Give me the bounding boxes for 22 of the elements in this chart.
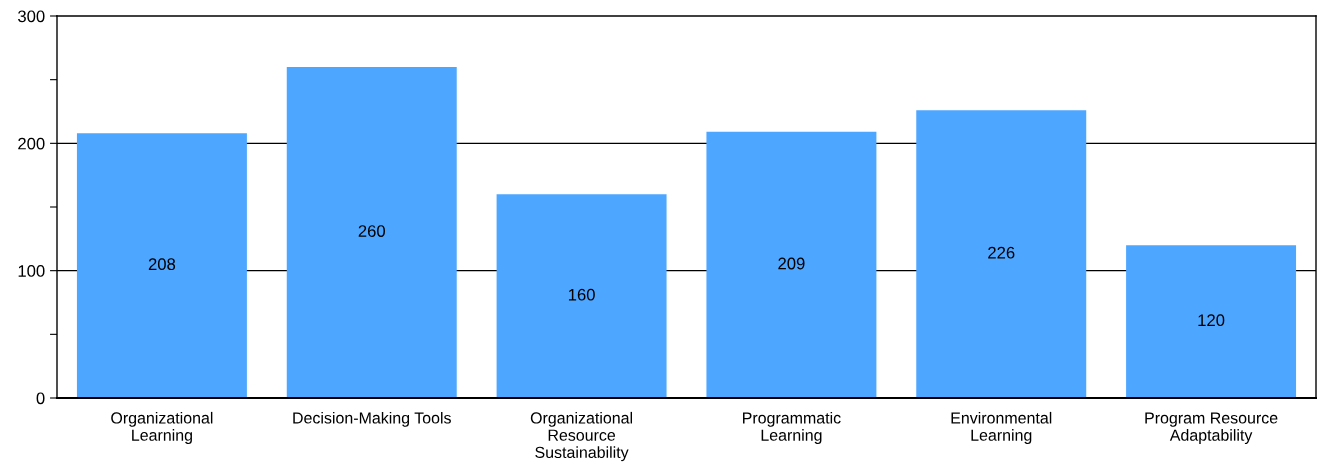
data-label: 208 bbox=[148, 258, 176, 271]
data-label: 160 bbox=[568, 288, 595, 301]
y-tick-label: 300 bbox=[18, 10, 45, 23]
y-tick-label: 100 bbox=[18, 265, 45, 277]
data-label: 260 bbox=[358, 225, 385, 237]
bar bbox=[286, 66, 457, 398]
x-tick-label: Organizational Learning bbox=[111, 411, 213, 444]
y-tick-label: 200 bbox=[18, 137, 45, 150]
data-label: 209 bbox=[778, 257, 805, 270]
x-tick-label: Organizational Resource Sustainability bbox=[530, 411, 633, 462]
bar bbox=[706, 131, 877, 398]
bar bbox=[916, 110, 1087, 398]
data-label: 226 bbox=[988, 246, 1015, 259]
x-tick-label: Programmatic Learning bbox=[743, 411, 841, 444]
y-tick-label: 0 bbox=[36, 392, 45, 405]
data-label: 120 bbox=[1198, 314, 1225, 327]
x-tick-label: Environmental Learning bbox=[951, 411, 1052, 444]
x-tick-label: Program Resource Adaptability bbox=[1145, 412, 1278, 444]
bar bbox=[496, 194, 667, 398]
bar bbox=[76, 133, 247, 398]
x-tick-label: Decision-Making Tools bbox=[293, 411, 451, 427]
bar bbox=[1126, 245, 1297, 398]
